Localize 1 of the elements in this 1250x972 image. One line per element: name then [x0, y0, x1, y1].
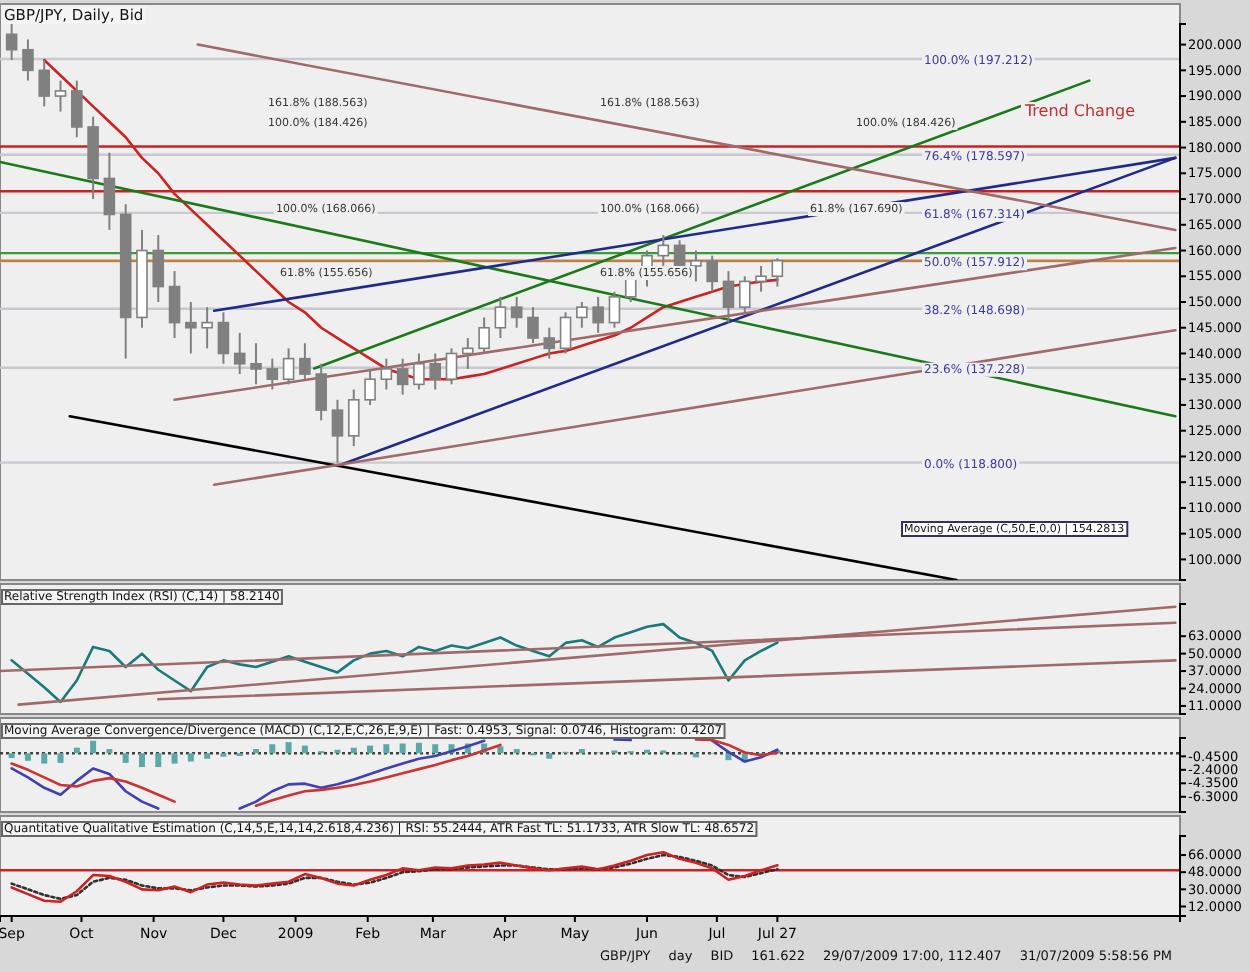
annotation: Trend Change [1022, 102, 1136, 120]
